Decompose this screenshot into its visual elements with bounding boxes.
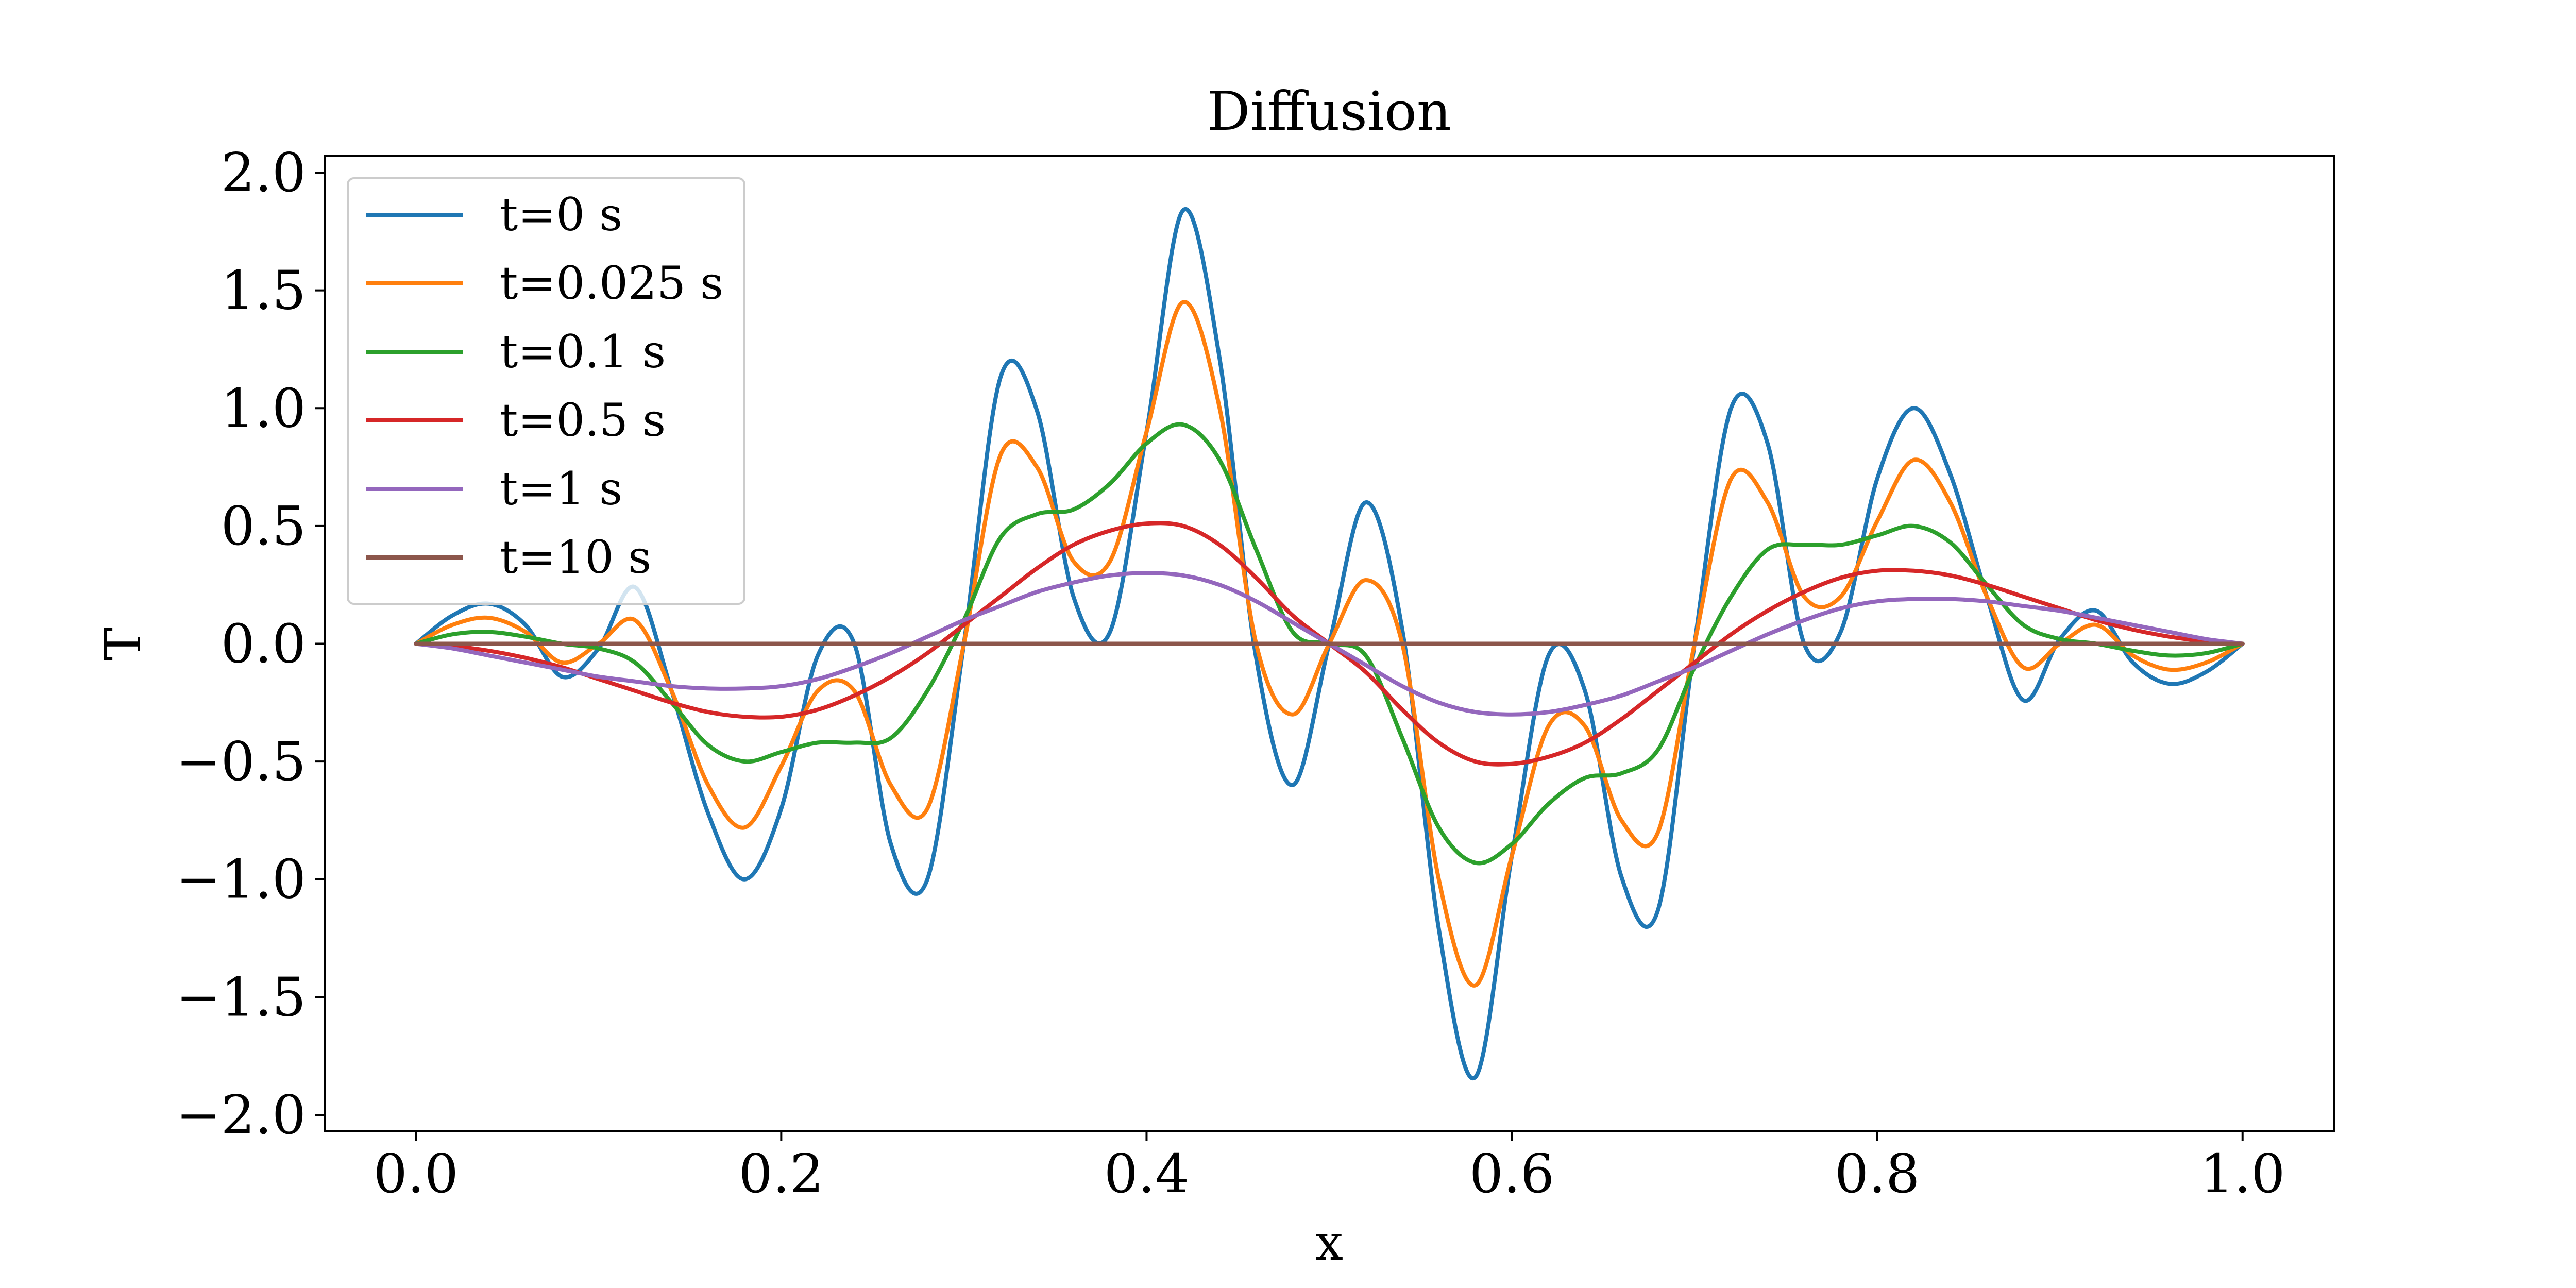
x-tick-label: 0.0 bbox=[374, 1142, 459, 1205]
y-tick-label: −1.5 bbox=[176, 965, 306, 1028]
x-tick-label: 0.2 bbox=[739, 1142, 824, 1205]
y-tick-label: 0.0 bbox=[221, 613, 306, 675]
y-axis-label: T bbox=[94, 628, 152, 660]
series-layer bbox=[414, 207, 2245, 1080]
legend-label-t-0-5-s: t=0.5 s bbox=[500, 394, 666, 447]
legend-label-t-10-s: t=10 s bbox=[500, 531, 651, 584]
ticks-layer: 0.0 0.2 0.4 0.6 0.8 1.0 −2.0 −1.5 −1.0 −0.5 0.0 0.5… bbox=[176, 141, 2285, 1205]
x-tick-label: 1.0 bbox=[2200, 1142, 2285, 1205]
x-axis-label: x bbox=[1315, 1214, 1343, 1272]
plot-frame bbox=[324, 155, 2335, 1132]
y-tick-label: −2.0 bbox=[176, 1083, 306, 1146]
legend-label-t-1-s: t=1 s bbox=[500, 462, 622, 515]
y-tick-label: −1.0 bbox=[176, 848, 306, 911]
y-tick-label: 0.5 bbox=[221, 495, 306, 557]
y-tick-label: 2.0 bbox=[221, 141, 306, 204]
y-tick-label: 1.5 bbox=[221, 259, 306, 322]
legend: t=0 s t=0.025 s t=0.1 s t=0.5 s t=1 s t=10 s bbox=[347, 177, 745, 605]
legend-label-t-0-s: t=0 s bbox=[500, 188, 622, 241]
chart-title: Diffusion bbox=[1207, 80, 1451, 143]
x-tick-label: 0.4 bbox=[1104, 1142, 1189, 1205]
legend-label-t-0-025-s: t=0.025 s bbox=[500, 257, 723, 310]
y-tick-label: 1.0 bbox=[221, 377, 306, 439]
x-tick-label: 0.8 bbox=[1835, 1142, 1920, 1205]
legend-label-t-0-1-s: t=0.1 s bbox=[500, 325, 666, 378]
x-tick-label: 0.6 bbox=[1469, 1142, 1554, 1205]
y-tick-label: −0.5 bbox=[176, 730, 306, 793]
